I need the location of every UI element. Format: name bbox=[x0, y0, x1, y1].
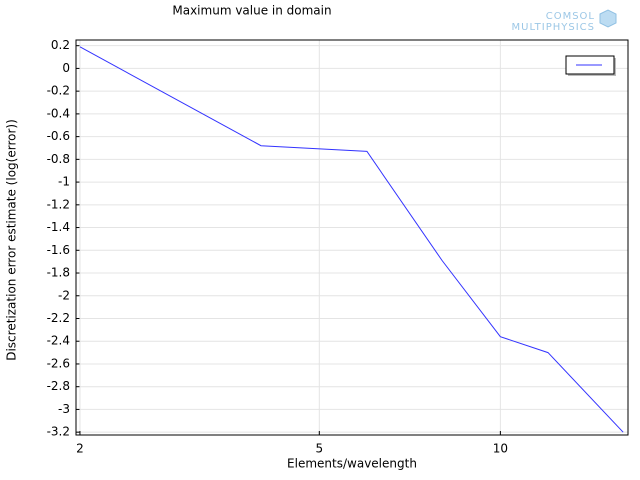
plot-frame bbox=[75, 39, 629, 436]
y-tick-label: -0.6 bbox=[47, 129, 70, 143]
logo-text: COMSOL bbox=[546, 11, 595, 22]
y-tick-label: -1.8 bbox=[47, 266, 70, 280]
y-tick-label: -0.4 bbox=[47, 106, 70, 120]
y-tick-label: 0.2 bbox=[51, 38, 70, 52]
y-tick-label: -2.8 bbox=[47, 379, 70, 393]
y-tick-label: -0.8 bbox=[47, 152, 70, 166]
y-tick-label: -2 bbox=[58, 288, 70, 302]
y-tick-label: 0 bbox=[62, 61, 70, 75]
y-axis-label: Discretization error estimate (log(error… bbox=[5, 119, 19, 361]
x-tick-label: 10 bbox=[493, 442, 508, 456]
x-axis-label: Elements/wavelength bbox=[287, 457, 417, 471]
y-tick-label: -0.2 bbox=[47, 84, 70, 98]
x-tick-label: 2 bbox=[76, 442, 84, 456]
y-tick-label: -1.4 bbox=[47, 220, 70, 234]
y-tick-label: -1 bbox=[58, 175, 70, 189]
logo-text: MULTIPHYSICS bbox=[512, 22, 595, 33]
y-tick-label: -3 bbox=[58, 402, 70, 416]
y-tick-label: -2.6 bbox=[47, 356, 70, 370]
y-tick-label: -1.6 bbox=[47, 243, 70, 257]
chart-title: Maximum value in domain bbox=[172, 4, 331, 18]
x-tick-label: 5 bbox=[315, 442, 323, 456]
line-series bbox=[79, 46, 624, 433]
y-tick-label: -1.2 bbox=[47, 197, 70, 211]
y-tick-label: -3.2 bbox=[47, 425, 70, 439]
y-tick-label: -2.2 bbox=[47, 311, 70, 325]
logo-icon bbox=[599, 9, 617, 28]
y-tick-label: -2.4 bbox=[47, 334, 70, 348]
